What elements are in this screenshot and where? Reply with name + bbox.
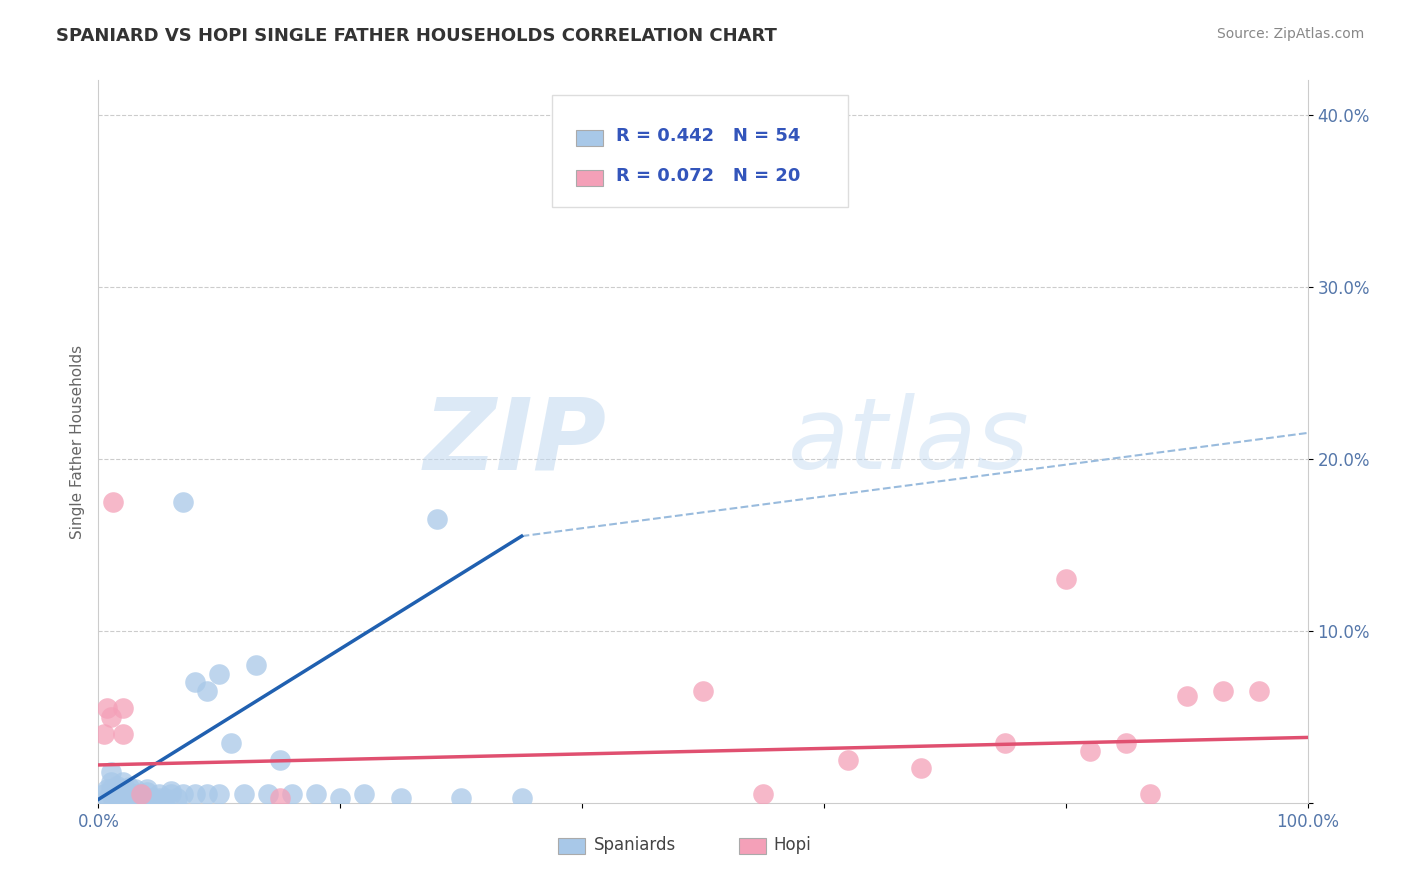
- Point: [93, 787, 115, 801]
- Point: [329, 790, 352, 805]
- Point: [118, 780, 141, 795]
- Point: [100, 710, 122, 724]
- Text: Spaniards: Spaniards: [595, 837, 676, 855]
- Point: [135, 785, 157, 799]
- Point: [510, 790, 533, 805]
- Point: [1212, 684, 1234, 698]
- Point: [450, 790, 472, 805]
- Point: [142, 790, 165, 805]
- Text: Source: ZipAtlas.com: Source: ZipAtlas.com: [1216, 27, 1364, 41]
- Text: SPANIARD VS HOPI SINGLE FATHER HOUSEHOLDS CORRELATION CHART: SPANIARD VS HOPI SINGLE FATHER HOUSEHOLD…: [56, 27, 778, 45]
- Point: [305, 787, 328, 801]
- Point: [1139, 787, 1161, 801]
- Point: [184, 787, 207, 801]
- Point: [389, 790, 412, 805]
- Point: [837, 753, 859, 767]
- Point: [692, 684, 714, 698]
- Point: [111, 782, 134, 797]
- Point: [1249, 684, 1271, 698]
- Point: [148, 787, 170, 801]
- Point: [105, 779, 128, 793]
- Point: [353, 787, 375, 801]
- Point: [160, 787, 183, 801]
- FancyBboxPatch shape: [551, 95, 848, 207]
- Point: [208, 666, 231, 681]
- Point: [135, 790, 157, 805]
- Point: [245, 658, 267, 673]
- Point: [1115, 735, 1137, 749]
- Point: [1078, 744, 1101, 758]
- Point: [148, 790, 170, 805]
- Point: [118, 790, 141, 805]
- Point: [93, 727, 115, 741]
- Point: [111, 701, 134, 715]
- Point: [129, 790, 152, 805]
- Text: Hopi: Hopi: [773, 837, 811, 855]
- Point: [166, 790, 188, 805]
- Text: R = 0.442   N = 54: R = 0.442 N = 54: [616, 127, 800, 145]
- Point: [96, 701, 118, 715]
- Point: [96, 782, 118, 797]
- Point: [108, 787, 131, 801]
- Text: R = 0.072   N = 20: R = 0.072 N = 20: [616, 167, 800, 185]
- Point: [129, 787, 152, 801]
- Point: [97, 790, 120, 805]
- Point: [269, 790, 291, 805]
- Point: [195, 684, 218, 698]
- Point: [124, 782, 146, 797]
- Text: atlas: atlas: [787, 393, 1029, 490]
- Point: [426, 512, 449, 526]
- Y-axis label: Single Father Households: Single Father Households: [69, 344, 84, 539]
- Point: [184, 675, 207, 690]
- Point: [232, 787, 254, 801]
- Point: [111, 727, 134, 741]
- Point: [135, 782, 157, 797]
- Point: [129, 787, 152, 801]
- Point: [100, 764, 122, 779]
- Point: [111, 775, 134, 789]
- Point: [105, 785, 128, 799]
- Point: [256, 787, 278, 801]
- Point: [172, 494, 194, 508]
- Point: [994, 735, 1017, 749]
- FancyBboxPatch shape: [576, 169, 603, 186]
- Point: [100, 782, 122, 797]
- Text: ZIP: ZIP: [423, 393, 606, 490]
- Point: [208, 787, 231, 801]
- Point: [118, 785, 141, 799]
- Point: [910, 761, 932, 775]
- Point: [107, 790, 129, 805]
- FancyBboxPatch shape: [740, 838, 766, 855]
- Point: [153, 790, 176, 805]
- Point: [124, 790, 146, 805]
- Point: [221, 735, 243, 749]
- Point: [124, 787, 146, 801]
- Point: [160, 784, 183, 798]
- Point: [1054, 572, 1077, 586]
- Point: [1175, 689, 1198, 703]
- FancyBboxPatch shape: [558, 838, 585, 855]
- Point: [269, 753, 291, 767]
- Point: [100, 775, 122, 789]
- Point: [172, 787, 194, 801]
- Point: [281, 787, 304, 801]
- Point: [111, 787, 134, 801]
- Point: [101, 494, 124, 508]
- Point: [752, 787, 775, 801]
- Point: [101, 790, 124, 805]
- Point: [100, 787, 122, 801]
- FancyBboxPatch shape: [576, 130, 603, 146]
- Point: [195, 787, 218, 801]
